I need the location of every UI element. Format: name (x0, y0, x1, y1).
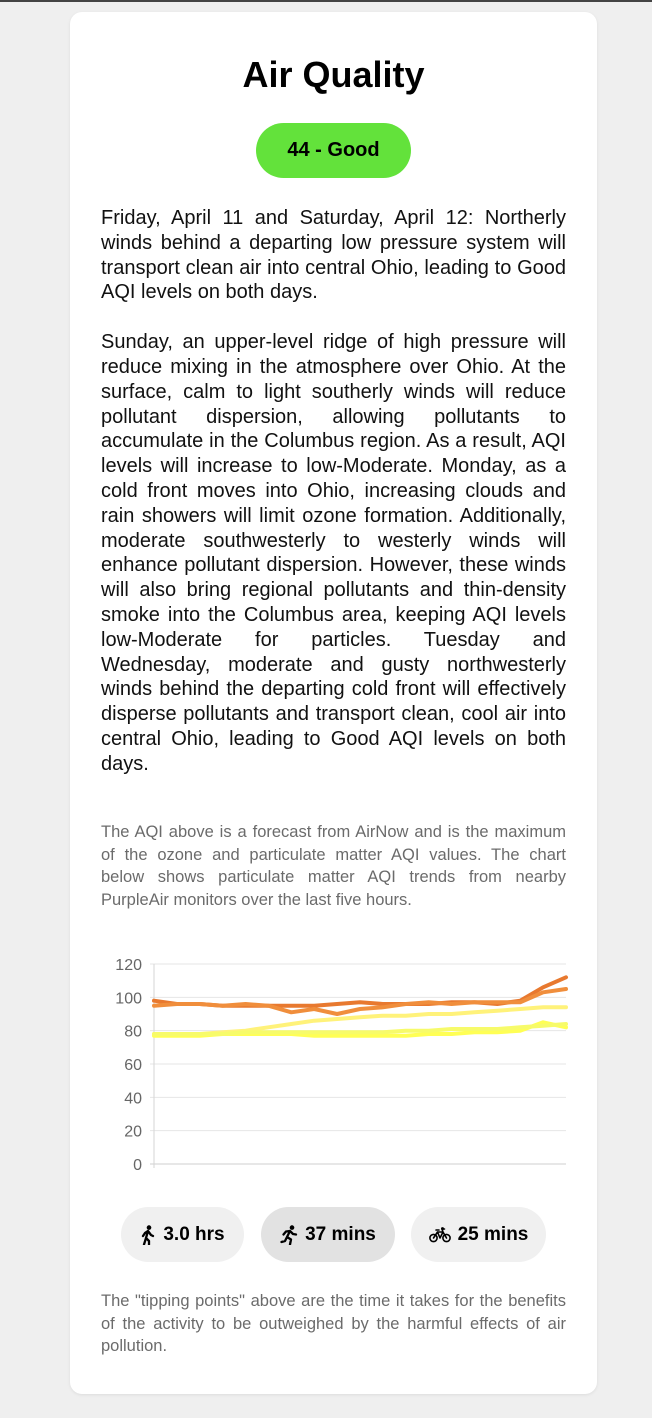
cycling-duration: 25 mins (458, 1224, 529, 1246)
y-tick-label: 120 (115, 957, 142, 974)
forecast-paragraph-2: Sunday, an upper-level ridge of high pre… (101, 330, 566, 776)
forecast-paragraph-1: Friday, April 11 and Saturday, April 12:… (101, 206, 566, 305)
forecast-text: Friday, April 11 and Saturday, April 12:… (101, 206, 566, 802)
tipping-points: 3.0 hrs 37 mins 25 mins (121, 1207, 546, 1262)
running-tipping-point[interactable]: 37 mins (261, 1207, 395, 1262)
y-tick-label: 20 (124, 1124, 142, 1141)
walking-duration: 3.0 hrs (163, 1224, 224, 1246)
y-tick-label: 60 (124, 1057, 142, 1074)
running-icon (280, 1225, 298, 1245)
tipping-points-description: The "tipping points" above are the time … (101, 1290, 566, 1358)
cycling-tipping-point[interactable]: 25 mins (411, 1207, 546, 1262)
walking-tipping-point[interactable]: 3.0 hrs (121, 1207, 244, 1262)
chart-series-lines (154, 977, 566, 1035)
page-title: Air Quality (70, 54, 597, 96)
y-tick-label: 40 (124, 1090, 142, 1107)
aqi-badge: 44 - Good (256, 123, 411, 178)
y-tick-label: 80 (124, 1024, 142, 1041)
chart-y-axis-ticks: 0 20 40 60 80 100 120 (115, 957, 142, 1174)
chart-gridlines (150, 964, 566, 1168)
bicycle-icon (429, 1227, 451, 1243)
running-duration: 37 mins (305, 1224, 376, 1246)
y-tick-label: 0 (133, 1157, 142, 1174)
walking-icon (140, 1225, 156, 1245)
window-top-border (0, 0, 652, 2)
y-tick-label: 100 (115, 990, 142, 1007)
chart-description: The AQI above is a forecast from AirNow … (101, 821, 566, 911)
aqi-trend-chart: 0 20 40 60 80 100 120 (94, 954, 574, 1179)
air-quality-card: Air Quality 44 - Good Friday, April 11 a… (70, 12, 597, 1394)
